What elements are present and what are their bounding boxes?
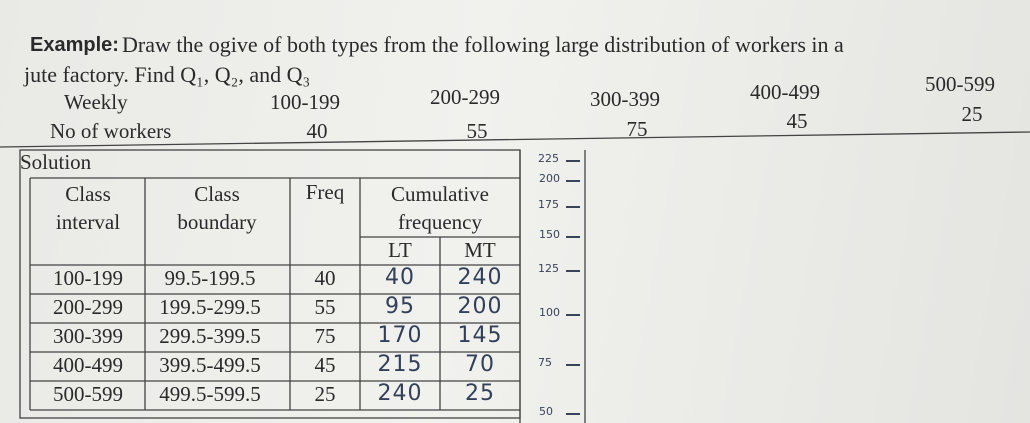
table-cell: 500-599 <box>53 382 123 406</box>
table-cell: 55 <box>314 295 336 319</box>
table-cell: 200-299 <box>53 295 123 319</box>
handwritten-cell: 40 <box>385 265 415 290</box>
solution-label: Solution <box>20 150 92 174</box>
table-cell: 100-199 <box>53 266 123 290</box>
handwritten-cell: 200 <box>457 294 503 319</box>
table-cell: 199.5-299.5 <box>159 295 261 319</box>
row-label: Weekly <box>64 90 128 114</box>
axis-note: 150 <box>539 228 560 241</box>
handwritten-cell: 215 <box>377 352 423 377</box>
example-label: Example: <box>30 34 119 56</box>
axis-dash <box>566 314 580 316</box>
table-cell: 75 <box>314 324 336 348</box>
header: Class interval <box>55 182 121 234</box>
axis-dash <box>566 206 580 208</box>
class-range: 200-299 <box>430 85 500 109</box>
table-cell: 300-399 <box>53 324 123 348</box>
class-range: 500-599 <box>925 72 995 96</box>
class-range: 100-199 <box>270 90 340 114</box>
worker-count: 25 <box>961 102 983 126</box>
header: LT <box>388 238 412 262</box>
handwritten-cell: 25 <box>465 381 495 406</box>
worker-count: 55 <box>466 119 488 143</box>
example-text: jute factory. Find Q₁, Q₂, and Q₃ <box>24 62 311 87</box>
handwritten-cell: 95 <box>385 294 415 319</box>
example-text: Draw the ogive of both types from the fo… <box>122 32 844 57</box>
axis-note: 50 <box>539 405 553 418</box>
axis-note: 200 <box>539 172 560 185</box>
row-label: No of workers <box>50 119 172 143</box>
table-cell: 45 <box>314 353 336 377</box>
worker-count: 45 <box>786 109 808 133</box>
axis-note: 100 <box>539 306 560 319</box>
header: Cumulative frequency <box>391 182 489 234</box>
axis-note: 75 <box>538 356 552 369</box>
table-cell: 40 <box>314 266 336 290</box>
axis-note: 225 <box>538 152 559 165</box>
class-range: 400-499 <box>750 80 820 104</box>
table-cell: 399.5-499.5 <box>159 353 261 377</box>
handwritten-cell: 240 <box>377 381 423 406</box>
axis-dash <box>566 236 580 238</box>
handwritten-cell: 240 <box>457 265 503 290</box>
table-cell: 299.5-399.5 <box>159 324 261 348</box>
axis-dash <box>566 413 580 415</box>
header: Class boundary <box>177 182 257 234</box>
axis-dash <box>566 180 580 182</box>
table-cell: 499.5-599.5 <box>159 382 261 406</box>
table-cell: 99.5-199.5 <box>164 266 256 290</box>
worker-count: 75 <box>626 117 648 141</box>
header: Freq <box>305 180 345 204</box>
handwritten-cell: 170 <box>377 323 423 348</box>
class-range: 300-399 <box>590 87 660 111</box>
axis-dash <box>566 160 580 162</box>
axis-note: 125 <box>538 262 559 275</box>
handwritten-cell: 145 <box>457 323 503 348</box>
axis-dash <box>566 364 580 366</box>
axis-note: 175 <box>538 198 559 211</box>
table-cell: 25 <box>314 382 336 406</box>
handwritten-cell: 70 <box>465 352 495 377</box>
table-cell: 400-499 <box>53 353 123 377</box>
header: MT <box>464 238 496 262</box>
axis-dash <box>566 270 580 272</box>
worker-count: 40 <box>306 119 328 143</box>
